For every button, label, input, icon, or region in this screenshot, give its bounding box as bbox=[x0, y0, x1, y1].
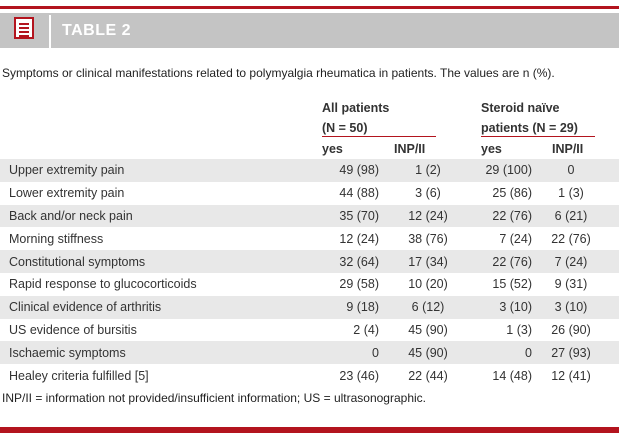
cell-sn-inp: 3 (10) bbox=[532, 295, 610, 319]
cell-sn-yes: 14 (48) bbox=[477, 364, 532, 387]
table-row: Ischaemic symptoms 0 45 (90) 0 27 (93) bbox=[0, 341, 619, 365]
cell-all-inp: 10 (20) bbox=[379, 272, 477, 296]
cell-all-inp: 45 (90) bbox=[379, 318, 477, 342]
cell-all-yes: 32 (64) bbox=[309, 250, 379, 273]
table-row: Back and/or neck pain 35 (70) 12 (24) 22… bbox=[0, 204, 619, 228]
cell-sn-yes: 22 (76) bbox=[477, 204, 532, 228]
table-row: US evidence of bursitis 2 (4) 45 (90) 1 … bbox=[0, 318, 619, 342]
cell-all-yes: 44 (88) bbox=[309, 181, 379, 205]
cell-sn-inp: 0 bbox=[532, 159, 610, 182]
cell-all-yes: 9 (18) bbox=[309, 295, 379, 319]
table-document-icon bbox=[14, 17, 34, 39]
top-accent-rule bbox=[0, 6, 619, 9]
table-row: Rapid response to glucocorticoids 29 (58… bbox=[0, 272, 619, 296]
row-label: Rapid response to glucocorticoids bbox=[0, 272, 309, 296]
row-label: Healey criteria fulfilled [5] bbox=[0, 364, 309, 387]
group-header-all-line2: (N = 50) bbox=[322, 121, 368, 135]
row-label: Back and/or neck pain bbox=[0, 204, 309, 228]
cell-sn-yes: 15 (52) bbox=[477, 272, 532, 296]
subheader-all-inp: INP/II bbox=[394, 142, 426, 156]
group-underline-steroid-naive bbox=[481, 136, 595, 137]
row-label: US evidence of bursitis bbox=[0, 318, 309, 342]
cell-all-yes: 2 (4) bbox=[309, 318, 379, 342]
group-underline-all bbox=[322, 136, 436, 137]
cell-all-inp: 12 (24) bbox=[379, 204, 477, 228]
row-label: Constitutional symptoms bbox=[0, 250, 309, 273]
cell-sn-inp: 27 (93) bbox=[532, 341, 610, 365]
cell-sn-yes: 29 (100) bbox=[477, 159, 532, 182]
cell-all-yes: 35 (70) bbox=[309, 204, 379, 228]
row-label: Ischaemic symptoms bbox=[0, 341, 309, 365]
cell-sn-yes: 25 (86) bbox=[477, 181, 532, 205]
title-divider bbox=[49, 15, 51, 48]
group-header-steroid-naive: Steroid naïve patients (N = 29) bbox=[481, 98, 578, 138]
row-label: Morning stiffness bbox=[0, 227, 309, 251]
row-label: Clinical evidence of arthritis bbox=[0, 295, 309, 319]
table-caption: Symptoms or clinical manifestations rela… bbox=[2, 66, 555, 80]
cell-sn-yes: 1 (3) bbox=[477, 318, 532, 342]
cell-sn-yes: 22 (76) bbox=[477, 250, 532, 273]
table-title: TABLE 2 bbox=[62, 22, 131, 39]
subheader-sn-inp: INP/II bbox=[552, 142, 584, 156]
table-row: Lower extremity pain 44 (88) 3 (6) 25 (8… bbox=[0, 181, 619, 205]
group-header-all-patients: All patients (N = 50) bbox=[322, 98, 389, 138]
cell-sn-inp: 7 (24) bbox=[532, 250, 610, 273]
group-header-all-line1: All patients bbox=[322, 101, 390, 115]
table-row: Healey criteria fulfilled [5] 23 (46) 22… bbox=[0, 364, 619, 387]
cell-sn-yes: 7 (24) bbox=[477, 227, 532, 251]
table-row: Upper extremity pain 49 (98) 1 (2) 29 (1… bbox=[0, 159, 619, 182]
cell-all-inp: 45 (90) bbox=[379, 341, 477, 365]
cell-all-inp: 3 (6) bbox=[379, 181, 477, 205]
cell-all-inp: 38 (76) bbox=[379, 227, 477, 251]
cell-all-inp: 22 (44) bbox=[379, 364, 477, 387]
table-footnote: INP/II = information not provided/insuff… bbox=[2, 391, 427, 405]
cell-sn-inp: 1 (3) bbox=[532, 181, 610, 205]
bottom-accent-band bbox=[0, 427, 619, 433]
cell-all-yes: 29 (58) bbox=[309, 272, 379, 296]
group-header-sn-line1: Steroid naïve bbox=[481, 101, 560, 115]
cell-all-yes: 12 (24) bbox=[309, 227, 379, 251]
group-header-sn-line2: patients (N = 29) bbox=[481, 121, 578, 135]
table-row: Clinical evidence of arthritis 9 (18) 6 … bbox=[0, 295, 619, 319]
symptoms-table: Upper extremity pain 49 (98) 1 (2) 29 (1… bbox=[0, 159, 619, 387]
row-label: Upper extremity pain bbox=[0, 159, 309, 182]
cell-all-inp: 6 (12) bbox=[379, 295, 477, 319]
cell-all-yes: 49 (98) bbox=[309, 159, 379, 182]
cell-all-inp: 1 (2) bbox=[379, 159, 477, 182]
cell-all-yes: 0 bbox=[309, 341, 379, 365]
cell-all-inp: 17 (34) bbox=[379, 250, 477, 273]
subheader-all-yes: yes bbox=[322, 142, 343, 156]
subheader-sn-yes: yes bbox=[481, 142, 502, 156]
cell-sn-inp: 9 (31) bbox=[532, 272, 610, 296]
table-row: Constitutional symptoms 32 (64) 17 (34) … bbox=[0, 250, 619, 273]
cell-sn-inp: 22 (76) bbox=[532, 227, 610, 251]
cell-sn-yes: 3 (10) bbox=[477, 295, 532, 319]
cell-sn-inp: 26 (90) bbox=[532, 318, 610, 342]
cell-all-yes: 23 (46) bbox=[309, 364, 379, 387]
cell-sn-inp: 6 (21) bbox=[532, 204, 610, 228]
table-title-bar: TABLE 2 bbox=[0, 13, 619, 48]
cell-sn-yes: 0 bbox=[477, 341, 532, 365]
row-label: Lower extremity pain bbox=[0, 181, 309, 205]
table-row: Morning stiffness 12 (24) 38 (76) 7 (24)… bbox=[0, 227, 619, 251]
cell-sn-inp: 12 (41) bbox=[532, 364, 610, 387]
